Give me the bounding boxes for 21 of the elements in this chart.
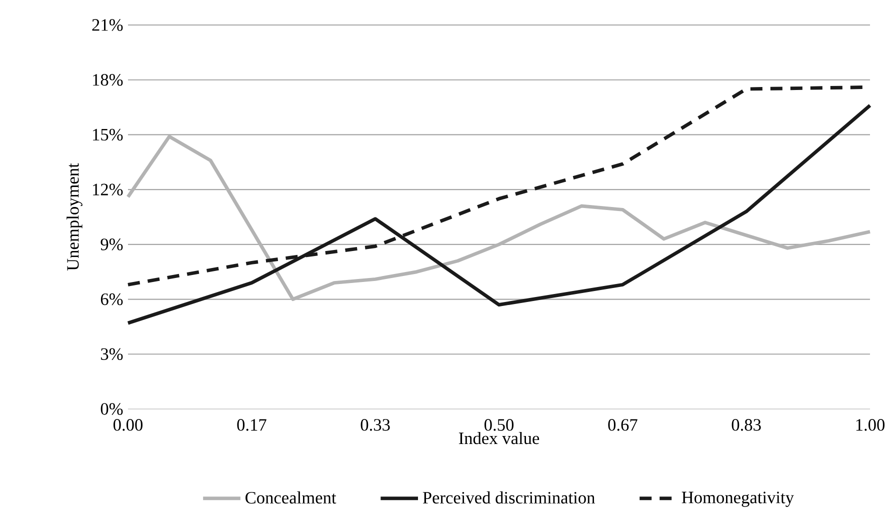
y-axis-title: Unemployment (66, 163, 82, 271)
x-tick-label: 0.67 (608, 419, 638, 431)
x-tick-label: 0.50 (484, 419, 514, 431)
legend-label: Homonegativity (682, 492, 794, 507)
legend-label: Perceived discrimination (422, 491, 595, 504)
x-tick-label: 0.00 (114, 419, 143, 431)
x-tick-label: 0.33 (360, 419, 390, 431)
y-tick-label: 0% (100, 403, 123, 415)
y-tick-label: 12% (93, 184, 123, 196)
y-tick-label: 15% (93, 128, 123, 141)
y-tick-label: 18% (93, 74, 123, 86)
x-axis-title: Index value (458, 432, 540, 444)
y-tick-label: 9% (100, 238, 123, 250)
legend-label: Concealment (246, 491, 336, 504)
x-tick-label: 0.17 (237, 419, 266, 431)
y-tick-label: 21% (92, 19, 123, 31)
x-tick-label: 1.00 (856, 419, 885, 431)
x-tick-label: 0.83 (732, 419, 761, 431)
line-series (126, 134, 872, 302)
y-tick-label: 3% (101, 348, 123, 360)
y-tick-label: 6% (100, 293, 123, 306)
